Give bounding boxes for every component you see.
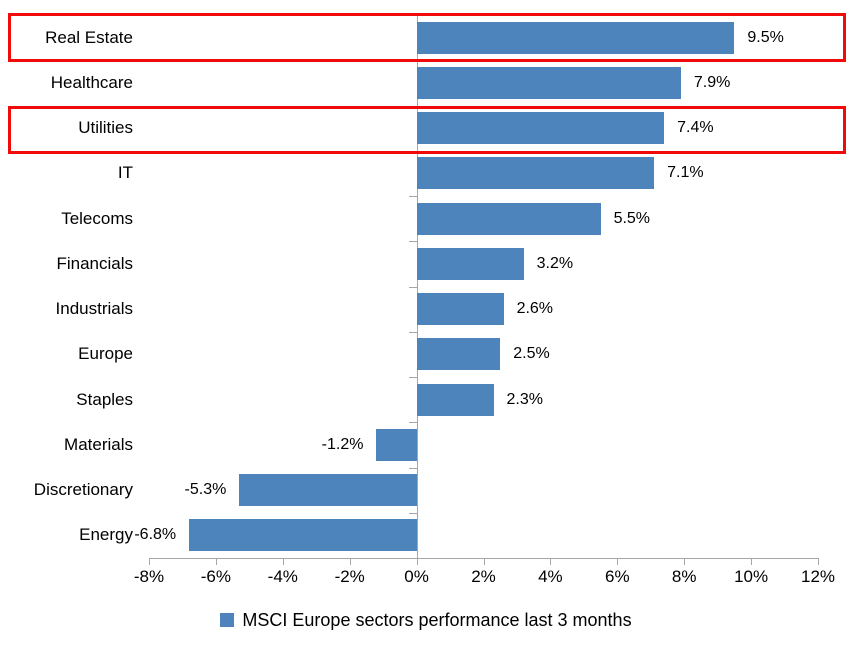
category-tick	[408, 241, 417, 243]
category-tick	[408, 558, 417, 559]
x-axis-tick	[684, 558, 686, 565]
category-tick	[408, 196, 417, 197]
category-label-staples: Staples	[76, 389, 133, 409]
x-axis-tick	[751, 558, 753, 565]
x-axis-tick-label: 4%	[538, 567, 563, 586]
category-label-europe: Europe	[78, 344, 133, 364]
bar-value-label-telecoms: 5.5%	[613, 209, 651, 227]
bar-europe	[416, 338, 501, 371]
highlight-box-utilities	[8, 106, 846, 154]
bar-it	[416, 157, 655, 190]
bar-value-label-energy: -6.8%	[134, 526, 177, 544]
x-axis-tick-label: 6%	[605, 567, 630, 586]
category-label-industrials: Industrials	[55, 299, 133, 319]
bar-value-label-materials: -1.2%	[321, 435, 364, 453]
bar-value-label-europe: 2.5%	[513, 345, 550, 363]
bar-value-label-industrials: 2.6%	[516, 300, 554, 318]
bar-energy	[189, 519, 417, 552]
x-axis-tick-label: -4%	[267, 567, 298, 586]
x-axis-tick	[282, 558, 284, 565]
legend-label: MSCI Europe sectors performance last 3 m…	[242, 610, 632, 630]
x-axis-tick	[483, 558, 485, 565]
bar-value-label-financials: 3.2%	[536, 254, 574, 272]
bar-materials	[376, 428, 417, 461]
bar-financials	[416, 247, 524, 280]
category-tick	[408, 286, 417, 288]
bar-telecoms	[416, 202, 601, 235]
x-axis-tick-label: 12%	[800, 567, 836, 586]
category-label-financials: Financials	[56, 253, 133, 273]
x-axis-tick	[215, 558, 217, 565]
bar-discretionary	[239, 474, 417, 507]
bar-value-label-real-estate: 9.5%	[747, 28, 784, 46]
category-label-discretionary: Discretionary	[33, 480, 133, 500]
category-axis-line	[417, 15, 418, 558]
x-axis-tick	[818, 558, 819, 565]
category-label-healthcare: Healthcare	[50, 72, 133, 92]
legend-marker-square	[220, 613, 235, 627]
category-tick	[408, 377, 417, 378]
legend: MSCI Europe sectors performance last 3 m…	[0, 608, 852, 632]
x-axis-tick-label: 0%	[404, 567, 429, 586]
category-label-telecoms: Telecoms	[61, 208, 133, 228]
bar-staples	[416, 383, 494, 416]
bar-value-label-healthcare: 7.9%	[693, 73, 731, 91]
bar-value-label-staples: 2.3%	[506, 390, 543, 408]
bar-utilities	[416, 112, 665, 145]
category-tick	[408, 512, 417, 514]
category-label-it: IT	[117, 163, 133, 183]
x-axis-tick-label: 2%	[471, 567, 496, 586]
category-label-real-estate: Real Estate	[45, 27, 133, 47]
bar-real-estate	[416, 21, 735, 54]
highlight-box-real-estate	[8, 13, 846, 62]
x-axis-tick	[550, 558, 552, 565]
x-axis-tick	[149, 558, 150, 565]
category-tick	[408, 467, 417, 469]
category-tick	[408, 422, 417, 424]
category-label-utilities: Utilities	[78, 118, 133, 138]
x-axis-tick-label: -2%	[334, 567, 365, 586]
bar-industrials	[416, 293, 504, 326]
x-axis-tick-label: 10%	[734, 567, 769, 586]
bar-healthcare	[416, 66, 681, 99]
x-axis-tick	[349, 558, 351, 565]
category-tick	[408, 331, 417, 333]
category-label-energy: Energy	[79, 525, 133, 545]
bar-value-label-utilities: 7.4%	[677, 119, 714, 137]
x-axis-tick	[416, 558, 418, 565]
x-axis-tick-label: 8%	[671, 567, 697, 586]
x-axis-tick-label: -6%	[200, 567, 231, 586]
bar-value-label-discretionary: -5.3%	[184, 481, 227, 499]
category-label-materials: Materials	[64, 434, 133, 454]
bar-value-label-it: 7.1%	[667, 164, 704, 182]
x-axis-tick	[617, 558, 619, 565]
x-axis-tick-label: -8%	[133, 567, 165, 586]
